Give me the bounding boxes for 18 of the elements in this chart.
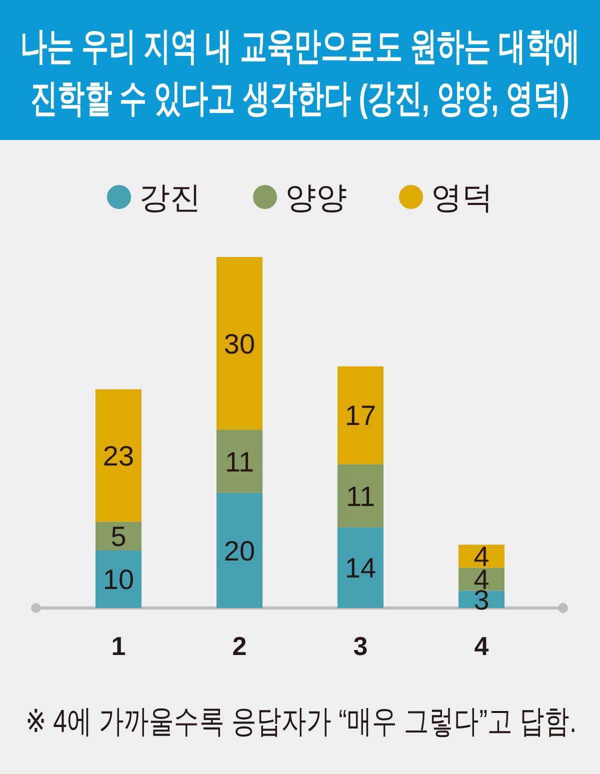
legend-label: 영덕: [431, 180, 493, 215]
x-tick-label: 3: [353, 631, 368, 661]
data-label: 23: [102, 440, 134, 472]
data-label: 10: [102, 564, 134, 596]
data-label: 14: [344, 552, 376, 584]
data-label: 20: [224, 535, 256, 566]
x-tick-label: 2: [232, 631, 247, 661]
x-tick-label: 1: [111, 631, 126, 661]
title: 나는 우리 지역 내 교육만으로도 원하는 대학에 진학할 수 있다고 생각한다 (강진, 양양, 영덕): [20, 24, 580, 120]
annotation: ※ 4에 가까울수록 응답자가 “매우 그렇다”고 답함.: [26, 704, 576, 740]
data-label: 17: [344, 400, 376, 432]
x-tick-label: 4: [474, 631, 490, 661]
legend-label: 강진: [139, 180, 201, 215]
data-label: 5: [110, 521, 126, 552]
data-label: 11: [346, 480, 376, 512]
legend-label: 양양: [285, 180, 347, 215]
data-label: 11: [224, 446, 254, 478]
data-label: 30: [224, 328, 256, 360]
